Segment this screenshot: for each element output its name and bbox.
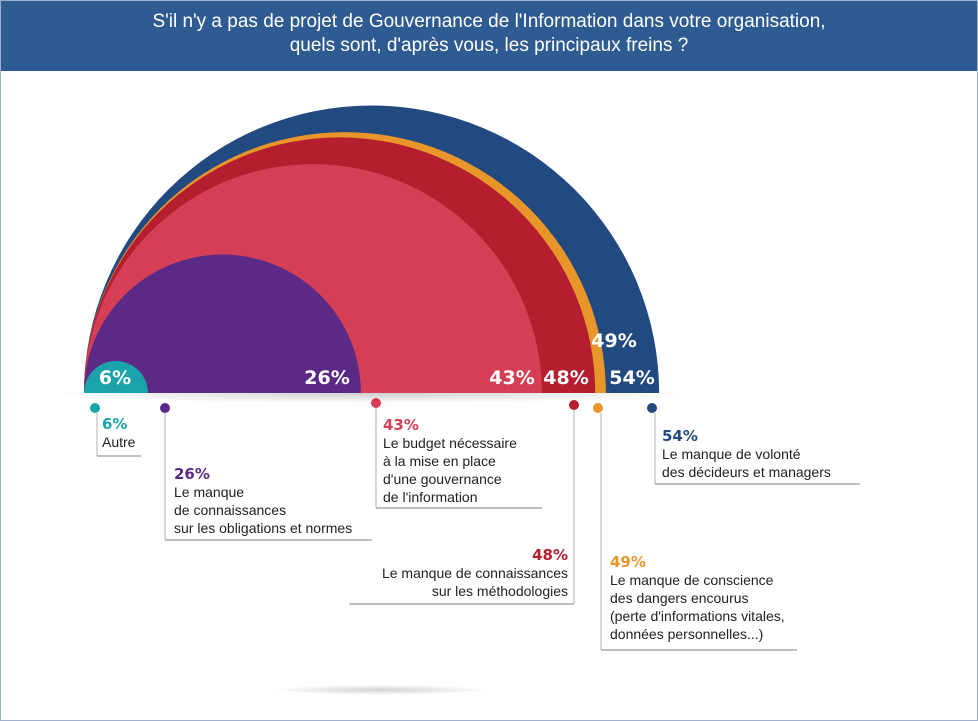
legend-value-le-manque-de-connaissances-sur-les-oblig: 26% [174,465,210,483]
legend-dot-le-manque-de-connaissances-sur-les-oblig [160,403,170,413]
legend-text-le-budget-necessaire-a-la-mise-en-place--1: à la mise en place [383,453,496,469]
legend-dot-le-budget-necessaire-a-la-mise-en-place- [371,398,381,408]
legend-text-le-manque-de-conscience-des-dangers-enco-3: données personnelles...) [610,626,763,642]
legend-item-le-manque-de-conscience-des-dangers-enco: 49%Le manque de conscience des dangers en… [593,403,797,651]
legend-dot-le-manque-de-volonte-des-decideurs-et-ma [647,403,657,413]
bottom-shadow [270,685,490,695]
legend-item-le-manque-de-volonte-des-decideurs-et-ma: 54%Le manque de volonté des décideurs et … [647,403,860,485]
legend-value-le-manque-de-volonte-des-decideurs-et-ma: 54% [662,427,698,445]
legend-text-le-manque-de-connaissances-sur-les-oblig-2: sur les obligations et normes [174,520,352,536]
arc-value-label-le-manque-de-volonte-des-decideurs-et-ma: 54% [609,367,654,389]
chart-title-line-1: S'il n'y a pas de projet de Gouvernance … [152,11,826,32]
chart-header: S'il n'y a pas de projet de Gouvernance … [1,1,977,71]
arc-value-label-le-manque-de-conscience-des-dangers-enco: 49% [591,330,636,352]
legend-text-le-manque-de-connaissances-sur-les-oblig-1: de connaissances [174,502,286,518]
legend-dot-le-manque-de-connaissances-sur-les-metho [569,400,579,410]
legend-text-le-manque-de-connaissances-sur-les-metho-0: Le manque de connaissances [382,565,568,581]
legend-text-le-manque-de-conscience-des-dangers-enco-2: (perte d'informations vitales, [610,608,785,624]
arc-le-manque-de-connaissances-sur-les-oblig [84,254,361,393]
chart-title-line-2: quels sont, d'après vous, les principaux… [289,35,689,56]
legend-text-autre-0: Autre [102,434,136,450]
legend-value-le-manque-de-connaissances-sur-les-metho: 48% [532,546,568,564]
arc-value-label-le-manque-de-connaissances-sur-les-metho: 48% [543,367,588,389]
arc-value-label-le-manque-de-connaissances-sur-les-oblig: 26% [304,367,349,389]
legend-text-le-manque-de-conscience-des-dangers-enco-0: Le manque de conscience [610,572,774,588]
arc-value-label-autre: 6% [99,367,131,389]
legend-dot-autre [90,403,100,413]
legend-text-le-manque-de-connaissances-sur-les-oblig-0: Le manque [174,484,244,500]
legend-text-le-budget-necessaire-a-la-mise-en-place--0: Le budget nécessaire [383,435,517,451]
legend-text-le-manque-de-volonte-des-decideurs-et-ma-1: des décideurs et managers [662,464,831,480]
legend-item-le-manque-de-connaissances-sur-les-oblig: 26%Le manque de connaissances sur les obli… [160,403,372,541]
arc-value-label-le-budget-necessaire-a-la-mise-en-place-: 43% [489,367,534,389]
legend-value-le-manque-de-conscience-des-dangers-enco: 49% [610,553,646,571]
legend-dot-le-manque-de-conscience-des-dangers-enco [593,403,603,413]
legend-value-le-budget-necessaire-a-la-mise-en-place-: 43% [383,416,419,434]
legend-item-autre: 6%Autre [90,403,141,457]
legend-item-le-budget-necessaire-a-la-mise-en-place-: 43%Le budget nécessaire à la mise en plac… [371,398,542,509]
legend-text-le-budget-necessaire-a-la-mise-en-place--3: de l'information [383,489,478,505]
legend-item-le-manque-de-connaissances-sur-les-metho: 48%Le manque de connaissances sur les mét… [349,400,579,605]
legend-text-le-manque-de-volonte-des-decideurs-et-ma-0: Le manque de volonté [662,446,801,462]
legend-text-le-manque-de-connaissances-sur-les-metho-1: sur les méthodologies [432,583,568,599]
legend-text-le-budget-necessaire-a-la-mise-en-place--2: d'une gouvernance [383,471,502,487]
legend-text-le-manque-de-conscience-des-dangers-enco-1: des dangers encourus [610,590,749,606]
legend-value-autre: 6% [102,415,127,433]
arc-autre [84,361,148,393]
